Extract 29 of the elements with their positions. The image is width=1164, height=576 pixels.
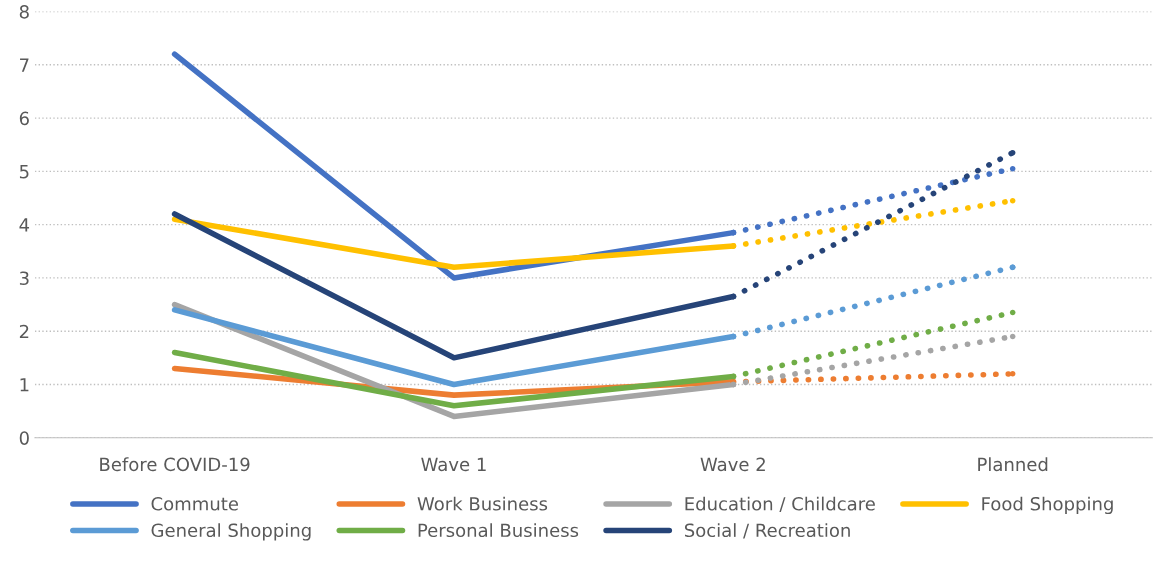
legend-label: Food Shopping	[982, 496, 1113, 515]
legend-label: Education / Childcare	[685, 496, 875, 513]
point	[1009, 371, 1016, 377]
point	[1009, 333, 1016, 340]
point	[730, 229, 737, 236]
x-tick-label: Wave 2	[700, 457, 765, 472]
y-tick-label: 1	[20, 378, 29, 392]
point	[1009, 309, 1016, 316]
point	[1009, 264, 1016, 271]
legend-label: Work Business	[417, 496, 548, 511]
legend-label: Social / Recreation	[684, 523, 850, 539]
point	[1009, 149, 1016, 156]
x-tick-label: Wave 1	[421, 457, 486, 472]
point	[730, 243, 737, 249]
legend-label: General Shopping	[151, 523, 311, 541]
point	[1009, 165, 1016, 172]
y-tick-label: 6	[19, 111, 29, 126]
y-tick-label: 3	[19, 271, 29, 286]
x-tick-label: Before COVID-19	[100, 457, 250, 472]
y-tick-label: 2	[19, 324, 29, 339]
legend-label: Personal Business	[418, 523, 579, 538]
y-tick-label: 4	[19, 218, 30, 232]
y-tick-label: 0	[19, 431, 29, 445]
y-tick-label: 7	[20, 58, 29, 72]
y-tick-label: 5	[19, 165, 29, 179]
x-tick-label: Planned	[978, 457, 1048, 472]
y-tick-label: 8	[19, 4, 29, 19]
point	[1009, 197, 1016, 204]
legend-label: Commute	[151, 496, 239, 511]
